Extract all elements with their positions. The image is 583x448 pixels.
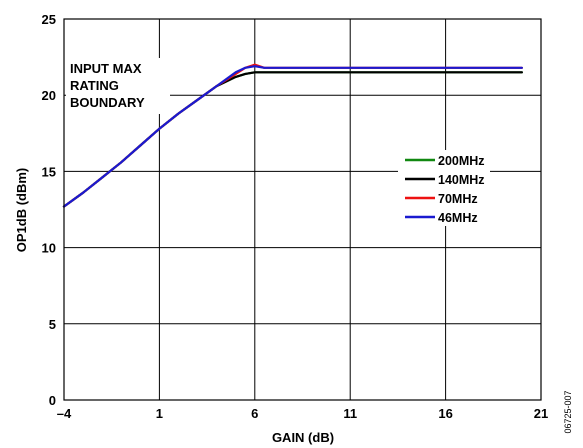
series-lines xyxy=(62,63,524,208)
y-axis-label: OP1dB (dBm) xyxy=(14,168,29,253)
x-tick-label: –4 xyxy=(57,406,72,421)
annotation-background xyxy=(66,58,170,114)
legend-label-70mhz: 70MHz xyxy=(438,192,478,206)
annotation: INPUT MAX RATING BOUNDARY xyxy=(66,58,170,114)
x-tick-label: 11 xyxy=(343,406,357,421)
y-tick-labels: 0 5 10 15 20 25 xyxy=(42,12,56,408)
y-tick-label: 5 xyxy=(49,317,56,332)
series-line-46mhz xyxy=(62,65,524,208)
x-axis-label: GAIN (dB) xyxy=(272,430,334,445)
y-tick-label: 0 xyxy=(49,393,56,408)
x-tick-labels: –4 1 6 11 16 21 xyxy=(57,406,548,421)
annotation-line-3: BOUNDARY xyxy=(70,95,145,110)
y-tick-label: 10 xyxy=(42,241,56,256)
plot-frame xyxy=(63,18,542,401)
legend-label-140mhz: 140MHz xyxy=(438,173,485,187)
y-tick-label: 20 xyxy=(42,88,56,103)
legend-label-200mhz: 200MHz xyxy=(438,154,485,168)
x-tick-label: 1 xyxy=(156,406,163,421)
x-tick-label: 16 xyxy=(438,406,452,421)
y-tick-label: 25 xyxy=(42,12,56,27)
legend-label-46mhz: 46MHz xyxy=(438,211,478,225)
legend-background xyxy=(398,150,490,226)
annotation-line-2: RATING xyxy=(70,78,119,93)
annotation-line-1: INPUT MAX xyxy=(70,61,142,76)
figure-code: 06725-007 xyxy=(563,390,573,433)
x-tick-label: 6 xyxy=(251,406,258,421)
legend: 200MHz 140MHz 70MHz 46MHz xyxy=(398,150,490,226)
y-tick-label: 15 xyxy=(42,164,56,179)
x-tick-label: 21 xyxy=(534,406,548,421)
